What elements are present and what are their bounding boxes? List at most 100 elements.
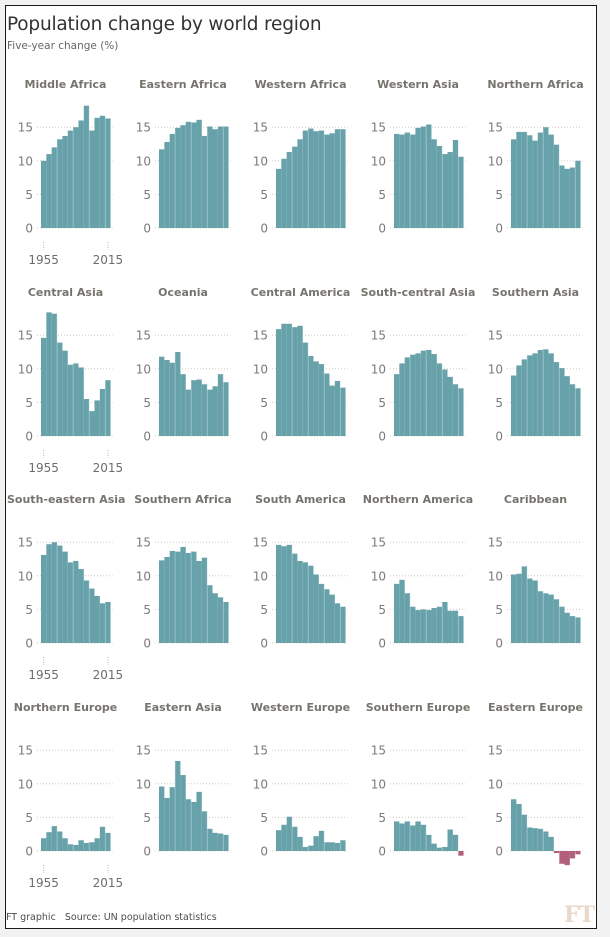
panel-plot: 0 5 10 15 [135, 743, 231, 858]
panel-plot: 0 5 10 15 [488, 328, 583, 443]
region-panel: Southern Asia 0 5 10 15 [477, 214, 594, 443]
y-tick-label: 0 [260, 844, 268, 858]
bar [318, 830, 325, 851]
bar [185, 552, 191, 643]
bar [201, 135, 207, 228]
bar [308, 565, 314, 643]
bar [195, 119, 202, 228]
bar [222, 834, 229, 851]
panel-title: South America [255, 493, 346, 506]
panel-title: Central Asia [27, 285, 104, 299]
bar [212, 593, 218, 643]
bar [206, 585, 212, 643]
y-tick-label: 15 [370, 743, 385, 757]
bar [313, 574, 319, 643]
bar [564, 612, 570, 643]
bar [527, 578, 533, 643]
panel-plot: 0 5 10 15 [370, 536, 466, 651]
y-tick-label: 10 [488, 569, 503, 583]
bar [569, 383, 576, 436]
bar [516, 573, 522, 643]
region-panel: Central America 0 5 10 15 [242, 214, 359, 444]
bar [163, 556, 170, 643]
panel-plot: 0 5 10 15 [253, 536, 348, 651]
bar [62, 837, 68, 851]
panel-plot: 0 5 10 15 [488, 121, 583, 236]
bar [537, 349, 544, 436]
bar [548, 594, 554, 643]
y-tick-label: 10 [488, 362, 503, 376]
bar [292, 146, 298, 228]
panel-title: Eastern Asia [144, 700, 222, 714]
bar [201, 557, 207, 643]
bar [452, 834, 458, 851]
panel-title: South-eastern Asia [7, 493, 126, 506]
bar [83, 398, 90, 436]
bar [78, 839, 84, 851]
bar [286, 152, 293, 228]
bar [398, 362, 405, 436]
bar [51, 147, 58, 228]
panel-plot: 0 5 10 15 [370, 328, 466, 443]
bar [286, 323, 293, 436]
bar [83, 105, 90, 228]
panel-plot: 0 5 10 15 1955 2015 [18, 311, 124, 475]
bar [57, 139, 63, 228]
bar [169, 133, 175, 228]
bar [329, 594, 335, 643]
bar [436, 606, 442, 643]
y-tick-label: 15 [253, 743, 268, 757]
bar [105, 602, 111, 643]
bar [286, 544, 293, 643]
bar [201, 383, 207, 436]
bar [441, 154, 447, 228]
bar [559, 165, 565, 228]
bar [292, 826, 298, 851]
bar [553, 361, 560, 436]
bar [409, 354, 415, 436]
bar [185, 121, 191, 228]
y-tick-label: 0 [495, 637, 503, 651]
bar [217, 373, 223, 436]
y-tick-label: 15 [135, 121, 150, 135]
bar [158, 149, 164, 228]
bar [78, 366, 84, 436]
bar [329, 133, 335, 228]
bar [393, 373, 399, 436]
bar [414, 610, 421, 643]
bar [41, 837, 47, 851]
y-tick-label: 10 [135, 154, 150, 168]
x-tick-label: 2015 [93, 461, 124, 475]
bar [441, 368, 447, 436]
bar [89, 841, 95, 851]
bar [190, 122, 196, 228]
y-tick-label: 15 [488, 328, 503, 342]
y-tick-label: 10 [370, 569, 385, 583]
bar [420, 126, 426, 228]
bar [527, 135, 533, 228]
bar [527, 354, 533, 436]
bar [195, 379, 202, 436]
bar [276, 328, 282, 436]
bar [158, 785, 164, 851]
bar [206, 828, 212, 851]
panel-title: Oceania [158, 285, 208, 299]
bar [393, 133, 399, 228]
bar [564, 168, 570, 228]
bar [425, 834, 431, 851]
x-tick-label: 2015 [93, 668, 124, 682]
bar [537, 132, 544, 228]
y-tick-label: 0 [25, 222, 33, 236]
bar [212, 832, 218, 851]
bar [430, 353, 437, 436]
bar [105, 118, 111, 228]
bar [62, 551, 68, 643]
bar [62, 350, 68, 436]
bar [174, 551, 180, 643]
bar [420, 350, 426, 436]
y-tick-label: 0 [378, 222, 386, 236]
bar [516, 364, 522, 436]
bar [313, 131, 319, 228]
bar [169, 786, 175, 851]
bar [99, 388, 106, 436]
